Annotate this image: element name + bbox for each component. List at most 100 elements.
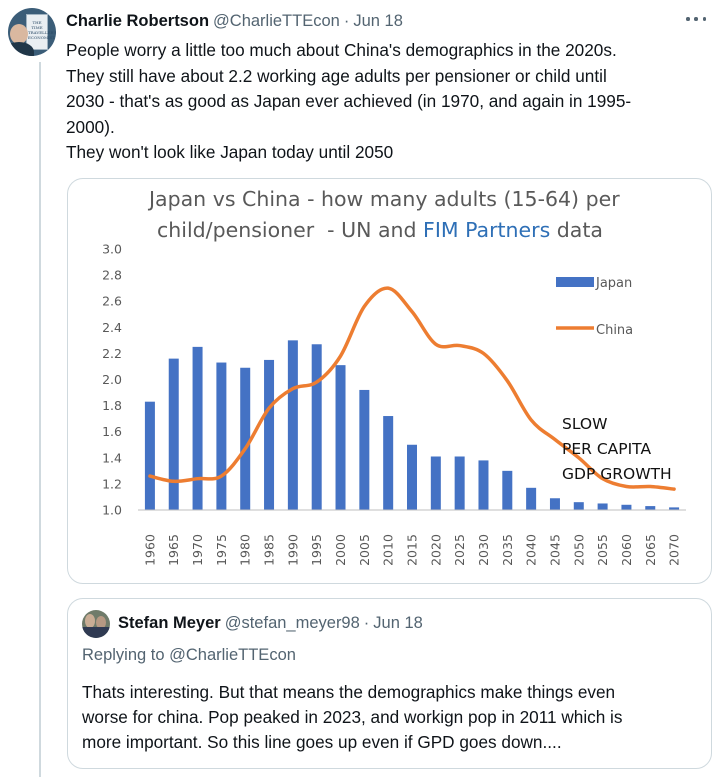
tweet-text: People worry a little too much about Chi… — [66, 38, 706, 166]
tweet-text-line: They still have about 2.2 working age ad… — [66, 65, 607, 86]
y-tick-label: 1.2 — [102, 476, 122, 491]
y-tick-label: 1.8 — [102, 398, 122, 413]
quote-text-line: worse for china. Pop peaked in 2023, and… — [82, 707, 623, 727]
y-tick-label: 2.0 — [102, 372, 122, 387]
y-axis-ticks: 1.0 1.2 1.4 1.6 1.8 2.0 2.2 2.4 2.6 2.8 3.0 — [102, 242, 122, 518]
japan-bar — [407, 444, 417, 510]
x-tick-label: 2040 — [524, 534, 539, 566]
more-dot — [702, 17, 706, 21]
y-tick-label: 2.2 — [102, 346, 122, 361]
legend-china-label: China — [596, 323, 633, 338]
more-dot — [694, 17, 698, 21]
chart-title-highlight: FIM Partners — [423, 218, 550, 242]
china-line-group — [148, 286, 676, 491]
japan-bar — [383, 416, 394, 510]
x-tick-label: 1990 — [285, 534, 300, 566]
x-tick-label: 1970 — [190, 534, 205, 566]
quote-author-avatar[interactable] — [82, 610, 110, 638]
x-tick-label: 1975 — [214, 534, 229, 566]
x-tick-label: 2050 — [571, 534, 586, 566]
japan-bar — [454, 456, 465, 510]
avatar-face — [85, 614, 95, 628]
tweet-text-line: 2030 - that's as good as Japan ever achi… — [66, 91, 632, 112]
x-tick-label: 2020 — [428, 534, 443, 566]
author-handle[interactable]: @CharlieTTEcon — [213, 11, 340, 30]
japan-bar — [240, 367, 251, 510]
y-tick-label: 1.4 — [102, 450, 122, 465]
chart-title-line2: child/pensioner - UN and FIM Partners da… — [157, 218, 603, 242]
y-tick-label: 2.4 — [102, 320, 122, 335]
japan-bar — [645, 506, 656, 510]
x-tick-label: 2035 — [500, 534, 515, 566]
x-tick-label: 1995 — [309, 534, 324, 566]
tweet-text-line: 2000). — [66, 116, 115, 137]
y-tick-label: 2.6 — [102, 294, 122, 309]
japan-bar — [359, 389, 370, 510]
japan-bar — [311, 344, 322, 510]
replying-to[interactable]: Replying to @CharlieTTEcon — [82, 646, 296, 664]
x-tick-label: 1985 — [262, 534, 277, 566]
japan-bar — [192, 346, 203, 510]
quoted-tweet[interactable]: Stefan Meyer @stefan_meyer98 · Jun 18 Re… — [67, 598, 712, 769]
tweet-text-line: They won't look like Japan today until 2… — [66, 142, 394, 163]
japan-bar — [478, 460, 489, 510]
x-tick-label: 2025 — [452, 534, 467, 566]
tweet-timestamp[interactable]: Jun 18 — [353, 11, 403, 30]
y-tick-label: 1.0 — [102, 503, 122, 518]
y-tick-label: 3.0 — [102, 242, 122, 257]
x-tick-label: 1965 — [166, 534, 181, 566]
japan-bar — [669, 507, 680, 510]
thread-connector-line — [39, 62, 41, 777]
japan-bar — [335, 365, 346, 510]
japan-bar — [502, 470, 513, 510]
chart-title-part: data — [550, 218, 603, 242]
annotation-line: GDP GROWTH — [562, 465, 672, 483]
japan-bar — [526, 487, 537, 510]
avatar-face — [10, 24, 28, 44]
quote-text-line: Thats interesting. But that means the de… — [82, 682, 616, 702]
quote-timestamp[interactable]: Jun 18 — [373, 613, 423, 632]
x-tick-label: 2045 — [547, 534, 562, 566]
quote-separator: · — [363, 613, 370, 632]
tweet-header: Charlie Robertson @CharlieTTEcon · Jun 1… — [66, 10, 403, 32]
y-tick-label: 2.8 — [102, 268, 122, 283]
legend-japan-label: Japan — [595, 276, 632, 291]
x-tick-label: 2030 — [476, 534, 491, 566]
japan-bar — [430, 456, 441, 510]
y-tick-label: 1.6 — [102, 424, 122, 439]
chart-title-part: child/pensioner - UN and — [157, 218, 423, 242]
quote-author-handle[interactable]: @stefan_meyer98 — [224, 613, 360, 632]
avatar-face — [96, 616, 106, 629]
japan-bar — [621, 504, 632, 510]
x-tick-label: 2005 — [357, 534, 372, 566]
x-tick-label: 2010 — [381, 534, 396, 566]
quote-text-line: more important. So this line goes up eve… — [82, 732, 562, 752]
x-axis-ticks: 1960 1965 1970 1975 1980 1985 1990 1995 2000 2005… — [142, 534, 681, 566]
more-dot — [686, 17, 690, 21]
quote-header: Stefan Meyer @stefan_meyer98 · Jun 18 — [118, 611, 423, 635]
tweet-media-chart[interactable]: Japan vs China - how many adults (15-64)… — [67, 178, 712, 584]
quote-author-name[interactable]: Stefan Meyer — [118, 613, 221, 632]
more-horizontal-icon[interactable] — [686, 12, 706, 26]
japan-bar — [216, 362, 227, 510]
japan-bar — [597, 503, 608, 510]
annotation-line: SLOW — [562, 415, 607, 433]
x-tick-label: 2070 — [667, 534, 682, 566]
avatar-shirt — [82, 627, 110, 638]
chart-title-line1: Japan vs China - how many adults (15-64)… — [147, 187, 620, 211]
japan-bar — [168, 358, 179, 510]
avatar-shirt — [8, 42, 34, 56]
x-tick-label: 1960 — [142, 534, 157, 566]
japan-bars — [138, 340, 686, 511]
header-separator: · — [343, 11, 350, 30]
author-avatar[interactable]: THE TIME TRAVELLER'S ECONOMIST — [8, 8, 56, 56]
chart-svg: Japan vs China - how many adults (15-64)… — [102, 187, 686, 566]
author-name[interactable]: Charlie Robertson — [66, 11, 210, 30]
x-tick-label: 2065 — [643, 534, 658, 566]
quote-text: Thats interesting. But that means the de… — [82, 680, 702, 755]
x-tick-label: 2060 — [619, 534, 634, 566]
tweet-text-line: People worry a little too much about Chi… — [66, 40, 617, 60]
book-cover-text: THE TIME TRAVELLER'S ECONOMIST — [28, 20, 56, 40]
x-tick-label: 1980 — [238, 534, 253, 566]
japan-bar — [549, 498, 560, 510]
